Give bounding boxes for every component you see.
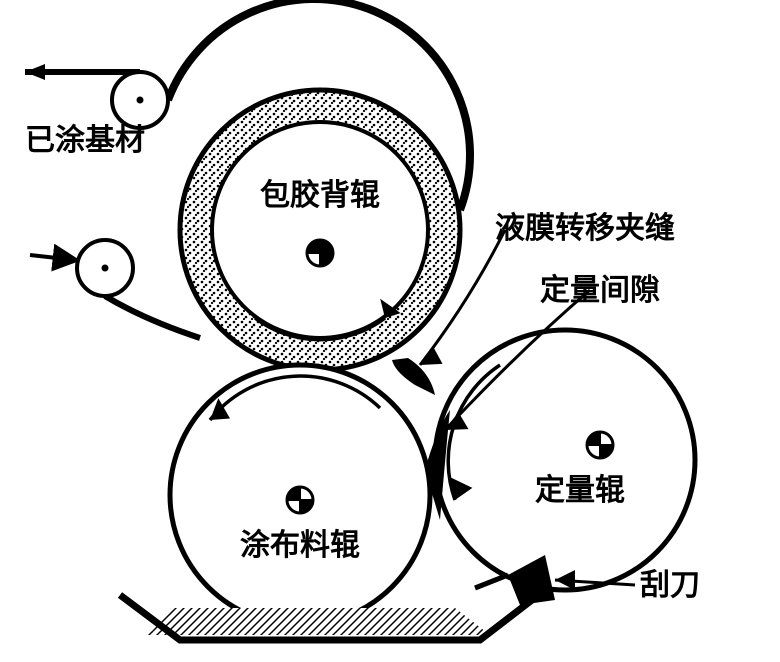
metering-roll: 定量辊 [435,330,695,590]
metering-roll-center-icon [587,432,613,458]
backing-roll-center-icon [307,240,333,266]
coating-process-diagram: 包胶背辊 涂布料辊 定量辊 [0,0,780,662]
backing-roll-label: 包胶背辊 [260,178,380,212]
guide-roll-upper [112,72,168,128]
guide-roll-lower [77,240,133,296]
backing-roll: 包胶背辊 [180,90,460,370]
coating-roll: 涂布料辊 [170,365,430,625]
coating-roll-center-icon [287,487,313,513]
metering-gap-label: 定量间隙 [540,273,660,307]
incoming-web-arrow [30,255,75,260]
coated-substrate-label: 已涂基材 [25,123,145,157]
metering-roll-label: 定量辊 [535,473,625,507]
coating-roll-label: 涂布料辊 [240,528,360,562]
doctor-blade-label: 刮刀 [640,569,700,602]
nip-transfer-label: 液膜转移夹缝 [495,212,675,245]
web-path-lower [105,296,200,338]
